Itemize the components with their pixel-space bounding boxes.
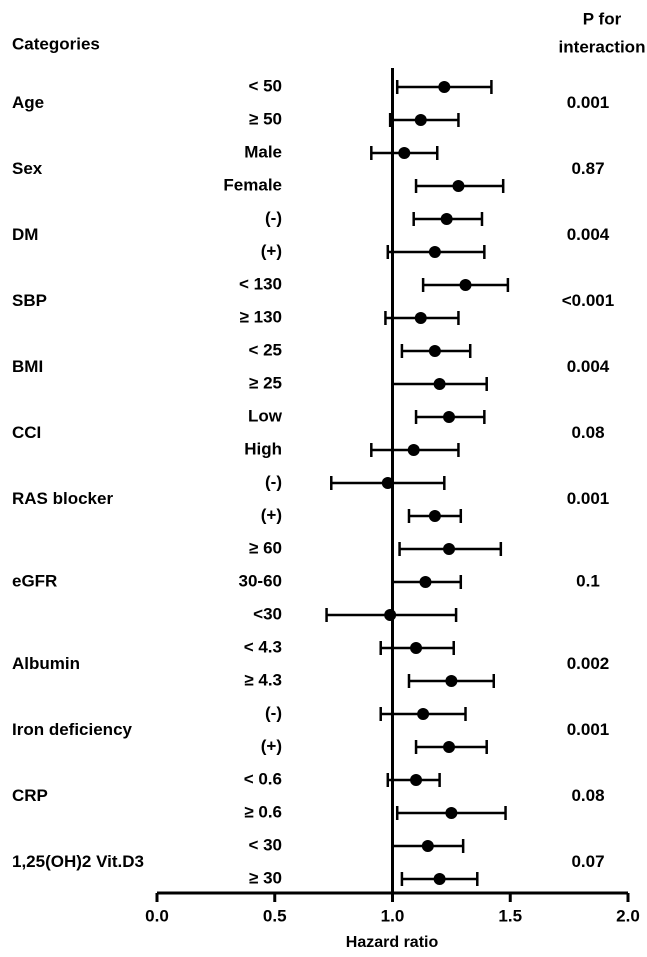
subgroup-label: < 130	[239, 274, 282, 293]
group-label: RAS blocker	[12, 489, 113, 508]
point-estimate	[428, 345, 441, 357]
point-estimate	[443, 543, 456, 555]
group-label: CCI	[12, 423, 41, 442]
p-value: <0.001	[562, 291, 614, 310]
subgroup-label: Male	[244, 142, 282, 161]
group-label: Sex	[12, 159, 43, 178]
subgroup-label: ≥ 60	[249, 538, 282, 557]
subgroup-label: < 4.3	[244, 637, 282, 656]
x-tick-label: 1.0	[381, 906, 405, 925]
x-tick-label: 1.5	[498, 906, 522, 925]
point-estimate	[381, 477, 394, 489]
x-tick-label: 0.0	[145, 906, 169, 925]
group-label: BMI	[12, 357, 43, 376]
subgroup-label: < 25	[248, 340, 282, 359]
group-label: SBP	[12, 291, 47, 310]
point-estimate	[417, 708, 430, 720]
subgroup-label: (-)	[265, 703, 282, 722]
group-label: Albumin	[12, 654, 80, 673]
point-estimate	[445, 675, 458, 687]
subgroup-label: ≥ 25	[249, 373, 282, 392]
subgroup-label: < 0.6	[244, 769, 282, 788]
point-estimate	[443, 741, 456, 753]
p-value: 0.001	[567, 489, 610, 508]
subgroup-label: ≥ 130	[240, 307, 282, 326]
p-value: 0.1	[576, 571, 600, 590]
point-estimate	[452, 180, 465, 192]
group-label: DM	[12, 225, 38, 244]
point-estimate	[407, 444, 420, 456]
point-estimate	[410, 774, 423, 786]
point-estimate	[443, 411, 456, 423]
p-value: 0.08	[571, 786, 604, 805]
p-header: P for	[583, 9, 622, 28]
point-estimate	[440, 213, 453, 225]
subgroup-label: Low	[248, 406, 283, 425]
subgroup-label: (+)	[261, 505, 282, 524]
p-header: interaction	[559, 37, 646, 56]
point-estimate	[414, 312, 427, 324]
subgroup-label: <30	[253, 604, 282, 623]
group-label: Iron deficiency	[12, 720, 133, 739]
point-estimate	[410, 642, 423, 654]
point-estimate	[433, 378, 446, 390]
point-estimate	[419, 576, 432, 588]
subgroup-label: ≥ 30	[249, 868, 282, 887]
point-estimate	[414, 114, 427, 126]
point-estimate	[384, 609, 397, 621]
p-value: 0.001	[567, 720, 610, 739]
point-estimate	[445, 807, 458, 819]
subgroup-label: < 30	[248, 835, 282, 854]
subgroup-label: ≥ 0.6	[244, 802, 282, 821]
p-value: 0.001	[567, 93, 610, 112]
group-label: Age	[12, 93, 44, 112]
x-tick-label: 0.5	[263, 906, 287, 925]
point-estimate	[438, 81, 451, 93]
subgroup-label: ≥ 4.3	[244, 670, 282, 689]
p-value: 0.004	[567, 225, 610, 244]
categories-header: Categories	[12, 34, 100, 53]
group-label: CRP	[12, 786, 48, 805]
point-estimate	[459, 279, 472, 291]
point-estimate	[433, 873, 446, 885]
x-axis-label: Hazard ratio	[346, 934, 439, 951]
point-estimate	[428, 510, 441, 522]
group-label: 1,25(OH)2 Vit.D3	[12, 852, 144, 871]
subgroup-label: (+)	[261, 736, 282, 755]
subgroup-label: (+)	[261, 241, 282, 260]
group-label: eGFR	[12, 571, 57, 590]
subgroup-label: < 50	[248, 76, 282, 95]
p-value: 0.08	[571, 423, 604, 442]
subgroup-label: Female	[223, 175, 282, 194]
point-estimate	[398, 147, 411, 159]
p-value: 0.07	[571, 852, 604, 871]
point-estimate	[428, 246, 441, 258]
subgroup-label: (-)	[265, 208, 282, 227]
subgroup-label: (-)	[265, 472, 282, 491]
point-estimate	[421, 840, 434, 852]
p-value: 0.002	[567, 654, 610, 673]
subgroup-label: High	[244, 439, 282, 458]
p-value: 0.004	[567, 357, 610, 376]
p-value: 0.87	[571, 159, 604, 178]
x-tick-label: 2.0	[616, 906, 640, 925]
subgroup-label: ≥ 50	[249, 109, 282, 128]
subgroup-label: 30-60	[239, 571, 282, 590]
